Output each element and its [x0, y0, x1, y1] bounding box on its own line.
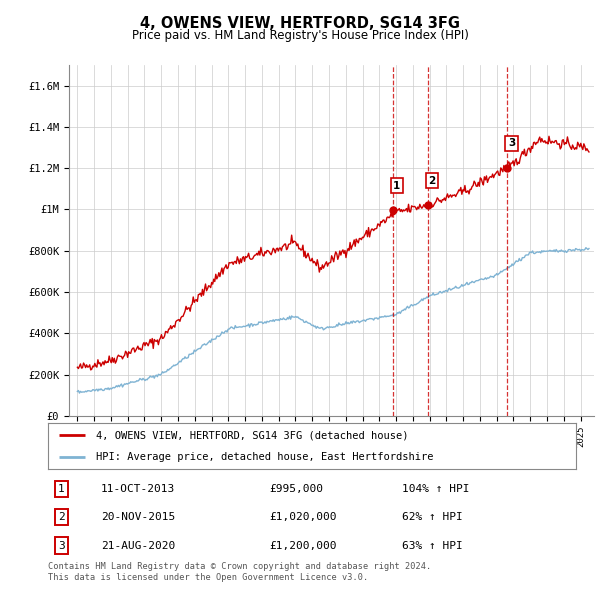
Text: Contains HM Land Registry data © Crown copyright and database right 2024.: Contains HM Land Registry data © Crown c… — [48, 562, 431, 571]
Text: 3: 3 — [508, 139, 515, 148]
Text: 104% ↑ HPI: 104% ↑ HPI — [402, 484, 469, 494]
Text: This data is licensed under the Open Government Licence v3.0.: This data is licensed under the Open Gov… — [48, 573, 368, 582]
Text: 4, OWENS VIEW, HERTFORD, SG14 3FG: 4, OWENS VIEW, HERTFORD, SG14 3FG — [140, 16, 460, 31]
Text: 11-OCT-2013: 11-OCT-2013 — [101, 484, 175, 494]
Text: 1: 1 — [393, 181, 400, 191]
Text: 2: 2 — [428, 176, 436, 185]
Text: Price paid vs. HM Land Registry's House Price Index (HPI): Price paid vs. HM Land Registry's House … — [131, 29, 469, 42]
Text: 21-AUG-2020: 21-AUG-2020 — [101, 540, 175, 550]
Text: 63% ↑ HPI: 63% ↑ HPI — [402, 540, 463, 550]
Text: £1,020,000: £1,020,000 — [270, 512, 337, 522]
Text: £1,200,000: £1,200,000 — [270, 540, 337, 550]
Text: 4, OWENS VIEW, HERTFORD, SG14 3FG (detached house): 4, OWENS VIEW, HERTFORD, SG14 3FG (detac… — [95, 431, 408, 441]
Text: 1: 1 — [58, 484, 65, 494]
Text: £995,000: £995,000 — [270, 484, 324, 494]
Text: 62% ↑ HPI: 62% ↑ HPI — [402, 512, 463, 522]
Text: 20-NOV-2015: 20-NOV-2015 — [101, 512, 175, 522]
Text: HPI: Average price, detached house, East Hertfordshire: HPI: Average price, detached house, East… — [95, 451, 433, 461]
Text: 3: 3 — [58, 540, 65, 550]
Text: 2: 2 — [58, 512, 65, 522]
